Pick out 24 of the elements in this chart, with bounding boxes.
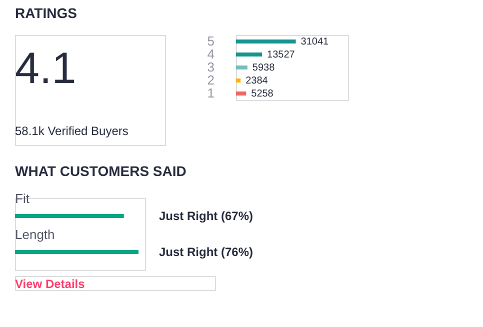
bar xyxy=(236,78,241,82)
data-label: 5938 xyxy=(252,62,276,74)
y-tick-label: Fit xyxy=(15,191,30,206)
text: 4.1 xyxy=(15,44,76,93)
text: RATINGS xyxy=(15,5,77,21)
data-label: 2384 xyxy=(246,76,268,86)
y-tick-label: 1 xyxy=(207,86,214,100)
bar xyxy=(236,92,246,96)
bar xyxy=(236,66,248,70)
text: View Details xyxy=(15,277,86,291)
data-label: Just Right (67%) xyxy=(159,209,254,223)
data-label: 13527 xyxy=(267,50,296,60)
y-tick-label: 5 xyxy=(207,34,214,48)
text: 58.1k Verified Buyers xyxy=(15,124,128,138)
bar xyxy=(236,40,296,44)
y-tick-label: 2 xyxy=(207,72,214,88)
data-label: 5258 xyxy=(251,88,274,100)
y-tick-label: 3 xyxy=(207,60,214,74)
chart-title: WHAT CUSTOMERS SAID xyxy=(15,163,186,179)
y-tick-label: 4 xyxy=(207,46,214,62)
data-label: 31041 xyxy=(300,36,330,48)
bar xyxy=(236,52,262,56)
data-label: Just Right (76%) xyxy=(159,245,254,259)
y-tick-label: Length xyxy=(15,227,55,242)
